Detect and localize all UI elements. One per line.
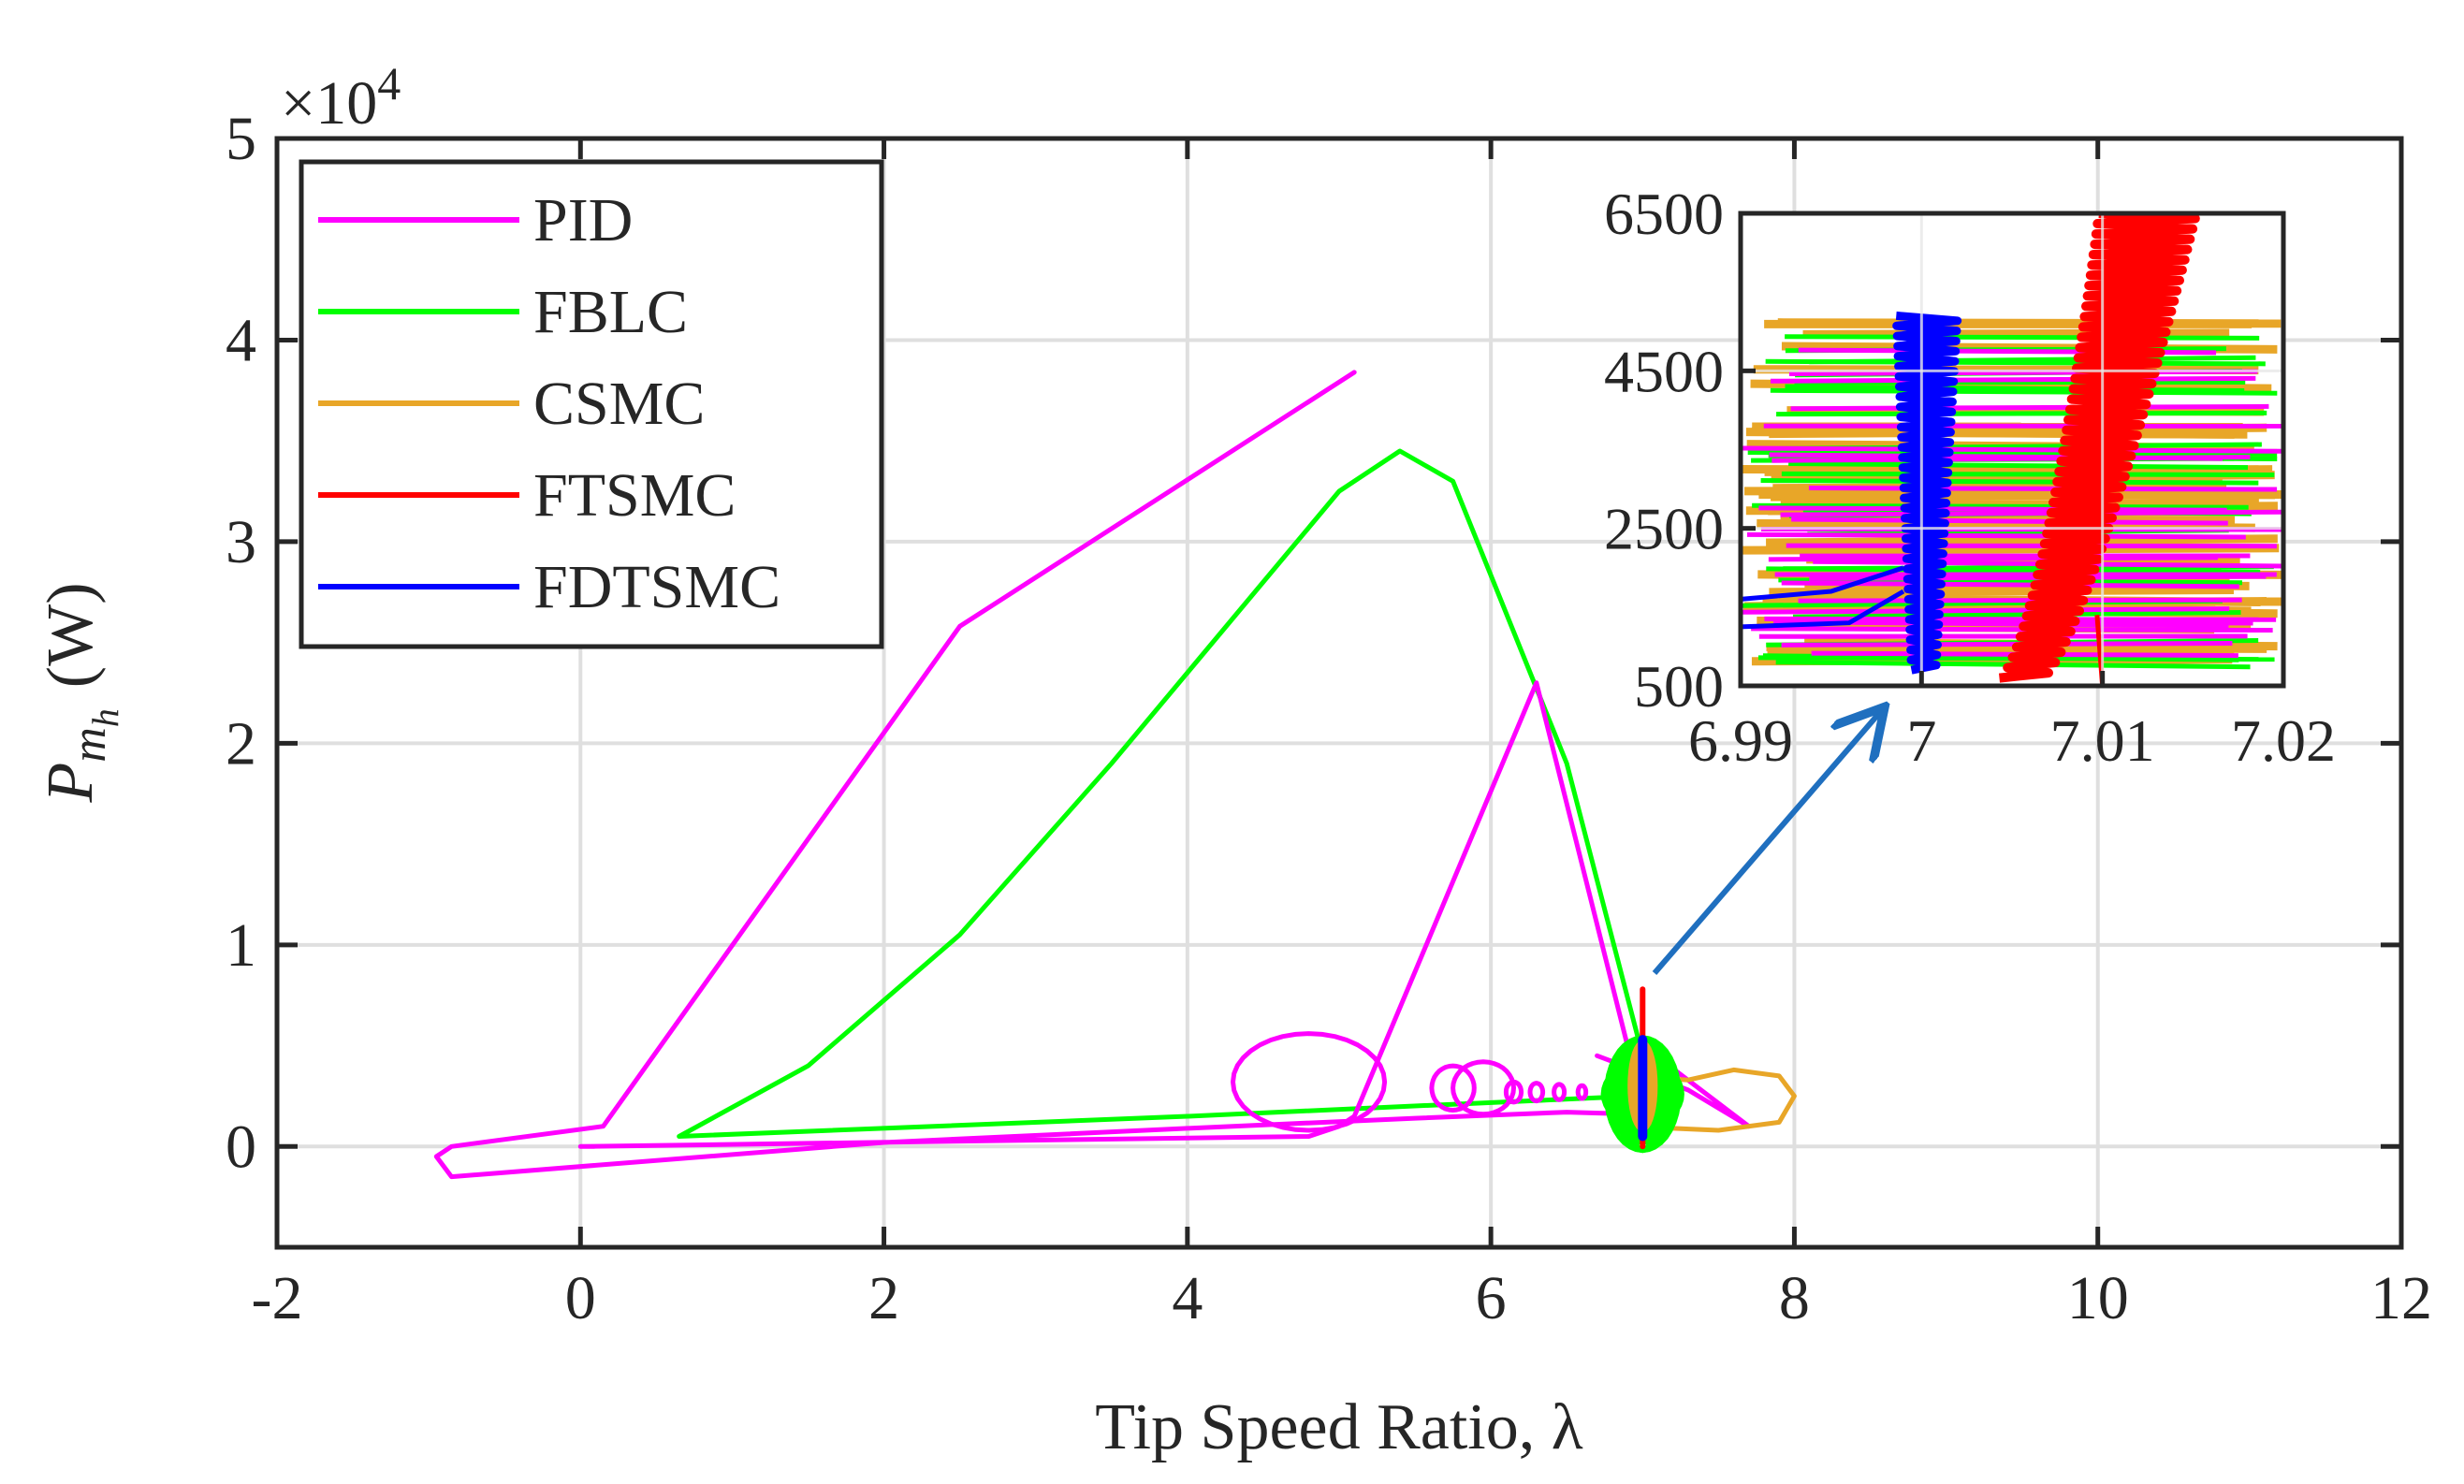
x-tick-label: 6 bbox=[1476, 1264, 1507, 1332]
x-tick-label: 4 bbox=[1172, 1264, 1203, 1332]
inset-band-csmc bbox=[1751, 427, 2235, 439]
inset-x-tick-label: 6.99 bbox=[1688, 707, 1793, 774]
series-pid-loop bbox=[1429, 1063, 1477, 1113]
inset-fdtsmc-tail bbox=[1741, 589, 1905, 630]
inset-band-pid bbox=[1758, 505, 2227, 513]
inset-ftsmc-band bbox=[1998, 213, 2200, 683]
inset-band-pid bbox=[1781, 640, 2233, 647]
main-axes-box bbox=[274, 136, 2404, 1250]
series-pid-loop bbox=[1527, 1081, 1546, 1104]
inset-band-csmc bbox=[1769, 585, 2234, 597]
inset-band-pid bbox=[1798, 597, 2242, 604]
inset-y-tick-label: 500 bbox=[1634, 653, 1724, 720]
legend-label-fdtsmc: FDTSMC bbox=[533, 553, 780, 621]
inset-band-pid bbox=[1751, 626, 2273, 633]
inset-data bbox=[1741, 213, 2283, 686]
x-tick-label: 10 bbox=[2067, 1264, 2129, 1332]
y-axis-unit: (W) bbox=[35, 582, 107, 688]
inset-ticks: 6.99 7 7.01 7.02 500 2500 4500 6500 bbox=[1604, 181, 2336, 774]
series-pid-loop bbox=[1503, 1079, 1524, 1105]
inset-band-pid bbox=[1780, 509, 2282, 517]
legend-label-fblc: FBLC bbox=[533, 278, 688, 346]
inset-band-fblc bbox=[1760, 477, 2259, 486]
inset-band-pid bbox=[1741, 606, 2230, 615]
inset-band-csmc bbox=[1742, 544, 2280, 555]
svg-text:Pmh(W): Pmh (W) bbox=[35, 582, 126, 803]
inset-band-pid bbox=[1771, 375, 2256, 384]
inset-band-fblc bbox=[1776, 410, 2267, 417]
inset-band-fblc bbox=[1788, 461, 2249, 471]
series-pid-loop bbox=[1575, 1083, 1589, 1101]
series-csmc-line bbox=[1625, 1067, 1797, 1133]
inset-band-fblc bbox=[1765, 358, 2266, 367]
legend: PID FBLC CSMC FTSMC FDTSMC bbox=[299, 159, 884, 649]
inset-band-fblc bbox=[1747, 450, 2278, 457]
inset-band-pid bbox=[1741, 445, 2282, 454]
inset-grid bbox=[1741, 213, 2283, 686]
x-tick-label: 8 bbox=[1779, 1264, 1810, 1332]
y-tick-label: 0 bbox=[226, 1113, 256, 1181]
y-axis-sub: m bbox=[63, 727, 116, 763]
y-axis-subsub: h bbox=[84, 708, 126, 727]
inset-band-pid bbox=[1808, 486, 2278, 492]
inset-axes: 6.99 7 7.01 7.02 500 2500 4500 6500 bbox=[1604, 181, 2336, 774]
legend-label-pid: PID bbox=[533, 186, 633, 255]
legend-label-csmc: CSMC bbox=[533, 370, 705, 438]
inset-y-tick-label: 4500 bbox=[1604, 338, 1724, 404]
y-axis-symbol: P bbox=[35, 763, 107, 804]
exponent-label: ×104 bbox=[281, 57, 401, 138]
inset-band-fblc bbox=[1785, 334, 2260, 341]
x-tick-label: 0 bbox=[565, 1264, 596, 1332]
inset-band-fblc bbox=[1781, 471, 2275, 477]
inset-band-fblc bbox=[1752, 502, 2249, 510]
x-tick-label: -2 bbox=[252, 1264, 303, 1332]
series-pid-loop bbox=[1552, 1082, 1567, 1102]
y-tick-label: 4 bbox=[226, 306, 256, 374]
y-tick-label: 5 bbox=[226, 105, 256, 173]
zoom-arrow bbox=[1652, 711, 1881, 975]
inset-y-tick-label: 6500 bbox=[1604, 181, 1724, 247]
inset-band-pid bbox=[1768, 555, 2218, 562]
series-pid-loop bbox=[1231, 1031, 1388, 1133]
inset-band-fblc bbox=[1785, 384, 2245, 393]
series-cluster-green bbox=[1600, 1059, 1684, 1129]
inset-x-tick-label: 7.01 bbox=[2050, 707, 2155, 774]
inset-x-tick-label: 7 bbox=[1906, 707, 1936, 774]
y-tick-label: 2 bbox=[226, 709, 256, 778]
inset-axes-box bbox=[1738, 211, 2286, 689]
series-cluster-orange bbox=[1627, 1040, 1658, 1132]
inset-fdtsmc-column bbox=[1892, 311, 1962, 675]
x-tick-label: 2 bbox=[868, 1264, 899, 1332]
inset-fdtsmc-tail bbox=[1741, 565, 1904, 602]
inset-band-pid bbox=[1791, 516, 2228, 526]
inset-band-pid bbox=[1769, 452, 2223, 461]
inset-band-pid bbox=[1746, 531, 2246, 540]
inset-band-pid bbox=[1790, 403, 2269, 412]
inset-x-tick-label: 7.02 bbox=[2231, 707, 2336, 774]
inset-band-csmc bbox=[1777, 318, 2282, 328]
inset-band-fblc bbox=[1792, 610, 2241, 619]
y-axis-label: Pmh (W) bbox=[35, 582, 126, 803]
main-series bbox=[433, 370, 1797, 1180]
y-tick-label: 1 bbox=[226, 911, 256, 980]
inset-band-fblc bbox=[1770, 387, 2278, 396]
legend-label-ftsmc: FTSMC bbox=[533, 461, 736, 530]
inset-y-tick-label: 2500 bbox=[1604, 496, 1724, 562]
exponent-power: 4 bbox=[377, 57, 401, 109]
series-pid-loop bbox=[1451, 1059, 1516, 1117]
inset-band-csmc bbox=[1766, 534, 2278, 547]
inset-band-csmc bbox=[1767, 642, 2250, 656]
x-axis-label: Tip Speed Ratio, λ bbox=[1095, 1391, 1582, 1463]
y-tick-label: 3 bbox=[226, 508, 256, 576]
x-tick-label: 12 bbox=[2370, 1264, 2432, 1332]
